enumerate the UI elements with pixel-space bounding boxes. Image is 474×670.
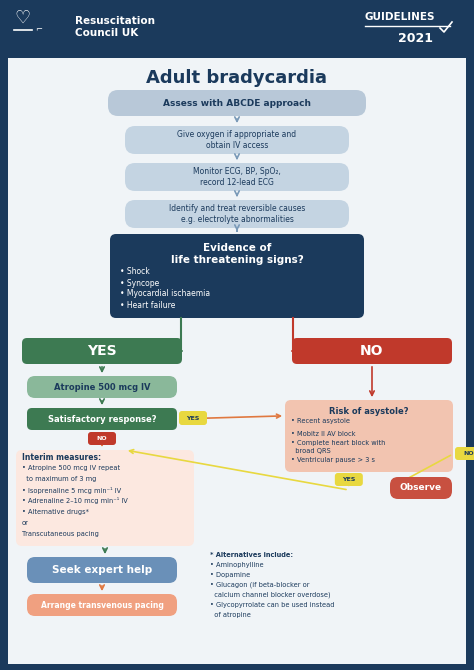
Text: Give oxygen if appropriate and
obtain IV access: Give oxygen if appropriate and obtain IV… xyxy=(177,130,297,150)
Text: Resuscitation: Resuscitation xyxy=(75,16,155,26)
Text: * Alternatives include:: * Alternatives include: xyxy=(210,552,293,558)
FancyBboxPatch shape xyxy=(390,477,452,499)
FancyBboxPatch shape xyxy=(27,594,177,616)
Text: • Syncope: • Syncope xyxy=(120,279,159,287)
FancyBboxPatch shape xyxy=(22,338,182,364)
Text: YES: YES xyxy=(87,344,117,358)
Text: Satisfactory response?: Satisfactory response? xyxy=(48,415,156,423)
FancyBboxPatch shape xyxy=(285,400,453,472)
Text: YES: YES xyxy=(186,415,200,421)
Text: of atropine: of atropine xyxy=(210,612,251,618)
Text: • Complete heart block with
  broad QRS: • Complete heart block with broad QRS xyxy=(291,440,385,454)
Text: Observe: Observe xyxy=(400,484,442,492)
Text: ♡: ♡ xyxy=(14,9,30,27)
FancyBboxPatch shape xyxy=(125,163,349,191)
FancyBboxPatch shape xyxy=(179,411,207,425)
FancyBboxPatch shape xyxy=(27,557,177,583)
FancyBboxPatch shape xyxy=(27,376,177,398)
Text: or: or xyxy=(22,520,29,526)
Text: NO: NO xyxy=(464,451,474,456)
Bar xyxy=(0,0,474,58)
Text: Council UK: Council UK xyxy=(75,28,138,38)
Text: • Glycopyrrolate can be used instead: • Glycopyrrolate can be used instead xyxy=(210,602,335,608)
Text: GUIDELINES: GUIDELINES xyxy=(365,12,436,22)
Text: 2021: 2021 xyxy=(398,31,433,44)
Text: • Mobitz II AV block: • Mobitz II AV block xyxy=(291,431,356,437)
Text: Evidence of: Evidence of xyxy=(203,243,271,253)
Text: ⌐: ⌐ xyxy=(35,25,42,34)
Text: Identify and treat reversible causes
e.g. electrolyte abnormalities: Identify and treat reversible causes e.g… xyxy=(169,204,305,224)
FancyBboxPatch shape xyxy=(16,450,194,546)
Text: Risk of asystole?: Risk of asystole? xyxy=(329,407,409,415)
Text: • Shock: • Shock xyxy=(120,267,150,277)
Text: • Adrenaline 2–10 mcg min⁻¹ IV: • Adrenaline 2–10 mcg min⁻¹ IV xyxy=(22,498,128,505)
Text: • Ventricular pause > 3 s: • Ventricular pause > 3 s xyxy=(291,457,375,463)
Text: NO: NO xyxy=(97,436,107,441)
FancyBboxPatch shape xyxy=(27,408,177,430)
FancyBboxPatch shape xyxy=(125,200,349,228)
Text: Adult bradycardia: Adult bradycardia xyxy=(146,69,328,87)
FancyBboxPatch shape xyxy=(110,234,364,318)
Text: calcium channel blocker overdose): calcium channel blocker overdose) xyxy=(210,592,331,598)
FancyBboxPatch shape xyxy=(455,447,474,460)
Text: • Aminophylline: • Aminophylline xyxy=(210,562,264,568)
Text: Interim measures:: Interim measures: xyxy=(22,454,101,462)
Text: Monitor ECG, BP, SpO₂,
record 12-lead ECG: Monitor ECG, BP, SpO₂, record 12-lead EC… xyxy=(193,167,281,187)
Text: Transcutaneous pacing: Transcutaneous pacing xyxy=(22,531,99,537)
Text: Arrange transvenous pacing: Arrange transvenous pacing xyxy=(41,600,164,610)
Text: life threatening signs?: life threatening signs? xyxy=(171,255,303,265)
Text: NO: NO xyxy=(360,344,384,358)
Text: Seek expert help: Seek expert help xyxy=(52,565,152,575)
Text: • Recent asystole: • Recent asystole xyxy=(291,418,350,424)
Text: • Dopamine: • Dopamine xyxy=(210,572,250,578)
Text: YES: YES xyxy=(342,477,356,482)
Text: • Alternative drugs*: • Alternative drugs* xyxy=(22,509,89,515)
Text: to maximum of 3 mg: to maximum of 3 mg xyxy=(22,476,96,482)
Text: Assess with ABCDE approach: Assess with ABCDE approach xyxy=(163,98,311,107)
FancyBboxPatch shape xyxy=(108,90,366,116)
Text: • Myocardial ischaemia: • Myocardial ischaemia xyxy=(120,289,210,299)
FancyBboxPatch shape xyxy=(335,473,363,486)
Text: • Glucagon (if beta-blocker or: • Glucagon (if beta-blocker or xyxy=(210,582,310,588)
Text: • Atropine 500 mcg IV repeat: • Atropine 500 mcg IV repeat xyxy=(22,465,120,471)
FancyBboxPatch shape xyxy=(88,432,116,445)
FancyBboxPatch shape xyxy=(125,126,349,154)
Text: • Isoprenaline 5 mcg min⁻¹ IV: • Isoprenaline 5 mcg min⁻¹ IV xyxy=(22,486,121,494)
Text: Atropine 500 mcg IV: Atropine 500 mcg IV xyxy=(54,383,150,391)
FancyBboxPatch shape xyxy=(292,338,452,364)
Text: • Heart failure: • Heart failure xyxy=(120,301,175,310)
